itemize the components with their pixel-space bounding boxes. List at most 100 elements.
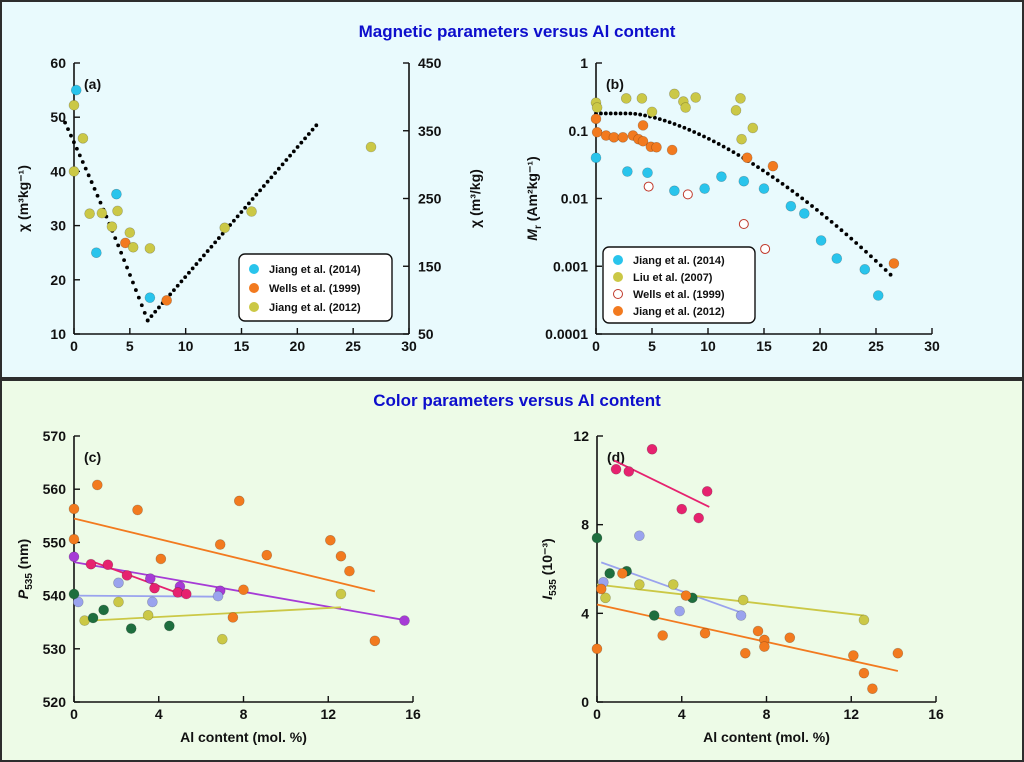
data-point [674,605,685,617]
data-point [737,594,749,606]
data-point [651,141,662,153]
fit-curve-dot [284,158,289,162]
legend-box [602,246,756,324]
fit-curve-dot [756,165,760,170]
fit-curve-dot [716,142,721,146]
x-tick-label: 25 [868,338,884,354]
data-point [111,188,122,200]
fit-curve-dot [785,185,790,190]
fit-curve-dot [623,111,628,116]
data-point [767,160,779,172]
fit-curve-dot [254,192,259,197]
fit-curve-dot [98,200,103,205]
data-point [127,241,139,253]
x-tick-label: 16 [928,706,944,722]
data-point [369,635,381,647]
legend-label: Jiang et al. (2014) [633,255,725,267]
fit-curve-dot [194,262,199,266]
fit-curve-dot [692,130,697,134]
data-point [634,579,645,590]
legend-marker [613,272,623,282]
data-point [591,126,603,138]
data-point [590,152,602,164]
fit-curve-dot [869,254,873,259]
x-tick-label: 5 [648,338,656,354]
legend-box [238,253,393,322]
y-tick-label: 10 [50,326,66,342]
fit-curve-dot [643,113,647,118]
data-point [77,133,89,144]
data-point [84,208,95,219]
legend-marker [613,255,623,265]
x-tick-label: 8 [240,706,248,722]
x-tick-label: 16 [405,706,421,722]
y2-tick-label: 450 [418,55,442,71]
fit-curve-dot [878,263,883,268]
fit-line [73,594,221,598]
data-point [666,144,678,156]
fit-curve-dot [883,268,888,272]
fit-curve-dot [805,200,810,205]
fit-curve-dot [69,133,73,138]
data-point [669,185,680,197]
data-point [72,596,84,608]
legend-label: Jiang et al. (2012) [269,302,361,314]
fit-curve-dot [687,127,692,132]
fit-curve-dot [205,249,210,253]
y-tick-label: 0 [581,694,589,710]
data-point [92,479,103,491]
data-point [667,579,679,590]
fit-curve-dot [780,182,785,186]
data-point [617,568,628,579]
fit-curve-dot [819,211,824,216]
y-label-subscript: 535 [24,573,35,590]
data-point [219,222,231,234]
data-point [759,641,770,652]
fit-curve-dot [95,193,100,198]
x-tick-label: 0 [70,338,78,354]
data-point [344,565,355,577]
data-point [161,295,172,306]
fit-curve-dot [265,179,270,184]
x-tick-label: 8 [763,706,771,722]
data-point [68,588,80,600]
fit-curve-dot [89,180,94,184]
x-tick-label: 10 [700,338,716,354]
data-point [142,609,154,621]
y-tick-label: 560 [43,481,67,497]
y2-tick-label: 250 [418,191,442,207]
fit-curve-dot [824,215,829,220]
data-point [180,588,192,600]
data-point [735,610,747,621]
y-tick-label: 60 [50,55,66,71]
fit-curve-dot [74,146,79,151]
data-point [102,559,114,571]
fit-curve-dot [707,137,711,141]
data-point [246,206,257,217]
fit-curve-dot [770,175,775,179]
fit-curve-dot [122,258,126,263]
x-tick-label: 4 [155,706,163,722]
data-point [227,612,239,623]
data-point [261,549,273,561]
data-point [858,667,870,679]
data-point [68,99,80,111]
fit-curve-dot [86,173,91,178]
data-point [604,568,616,579]
data-point [132,504,143,516]
x-tick-label: 12 [843,706,859,722]
y-label-rest: (Am²kg⁻¹) [524,156,540,225]
x-tick-label: 20 [812,338,828,354]
fit-curve-dot [726,147,731,152]
legend-marker [249,264,259,274]
data-point [747,122,759,134]
fit-curve-dot [657,117,662,122]
fit-curve-dot [303,136,307,141]
fit-curve-dot [273,171,277,175]
data-point [676,503,688,515]
data-point [113,577,124,589]
fit-curve-dot [142,310,147,315]
data-point [690,92,701,103]
fit-curve-dot [128,273,132,277]
fit-curve-dot [157,305,161,310]
